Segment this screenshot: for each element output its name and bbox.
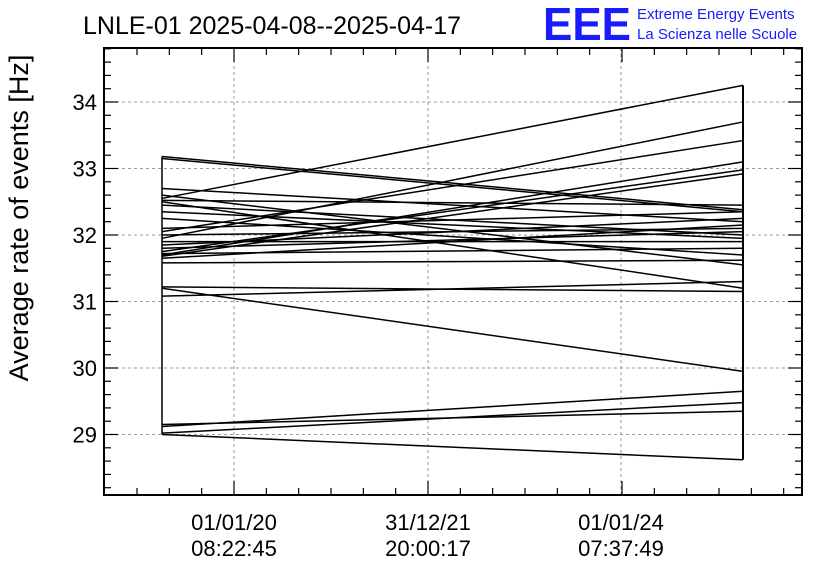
series-line bbox=[161, 204, 744, 236]
axes bbox=[103, 47, 803, 496]
x-tick-label-date: 01/01/24 bbox=[578, 510, 664, 535]
series-line bbox=[161, 169, 744, 253]
logo-letters: EEE bbox=[543, 0, 631, 50]
series-line bbox=[161, 157, 744, 213]
y-tick-label: 31 bbox=[73, 290, 97, 315]
series-line bbox=[161, 173, 744, 258]
logo-line-2: La Scienza nelle Scuole bbox=[637, 26, 797, 43]
y-tick-label: 29 bbox=[73, 423, 97, 448]
x-tick-label-date: 31/12/21 bbox=[385, 510, 471, 535]
series-line bbox=[161, 287, 744, 373]
series-line bbox=[161, 121, 744, 240]
series-line bbox=[161, 187, 744, 223]
series-line bbox=[161, 194, 744, 266]
chart-title: LNLE-01 2025-04-08--2025-04-17 bbox=[83, 12, 461, 40]
x-tick-label-date: 01/01/20 bbox=[191, 510, 277, 535]
series-line bbox=[161, 201, 744, 289]
series-line bbox=[161, 230, 744, 250]
series-line bbox=[161, 259, 744, 264]
x-tick-label-time: 07:37:49 bbox=[578, 536, 664, 561]
x-tick-label-time: 08:22:45 bbox=[191, 536, 277, 561]
series-line bbox=[161, 155, 744, 211]
series-line bbox=[161, 84, 744, 200]
logo-line-1: Extreme Energy Events bbox=[637, 6, 795, 23]
series-line bbox=[161, 161, 744, 256]
y-axis-label: Average rate of events [Hz] bbox=[4, 55, 34, 382]
series-line bbox=[161, 390, 744, 428]
series-lines bbox=[161, 84, 744, 461]
series-line bbox=[161, 199, 744, 206]
x-tick-label-time: 20:00:17 bbox=[385, 536, 471, 561]
series-line bbox=[161, 410, 744, 426]
plot-frame bbox=[103, 47, 803, 496]
y-tick-label: 32 bbox=[73, 223, 97, 248]
series-line bbox=[161, 286, 744, 293]
eee-logo: EEE Extreme Energy Events La Scienza nel… bbox=[543, 0, 797, 50]
y-tick-label: 34 bbox=[73, 90, 97, 115]
series-line bbox=[161, 433, 744, 461]
series-line bbox=[161, 217, 744, 256]
y-tick-label: 30 bbox=[73, 356, 97, 381]
y-tick-label: 33 bbox=[73, 157, 97, 182]
